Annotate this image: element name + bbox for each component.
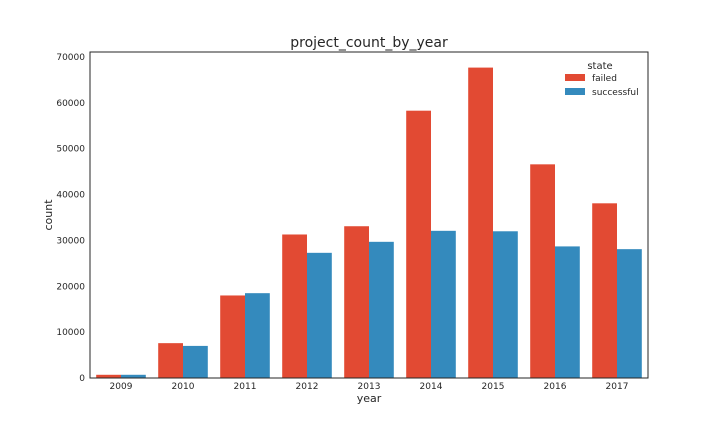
y-tick-label: 30000	[56, 236, 85, 246]
plot-frame	[89, 51, 649, 379]
y-axis-label: count	[42, 199, 55, 231]
bar-failed-2016	[530, 164, 555, 378]
x-axis-ticks: 2009 2010 2011 2012 2013 2014 2015 2016 2017	[110, 382, 629, 392]
bar-successful-2012	[307, 252, 332, 378]
bar-successful-2016	[555, 246, 580, 378]
y-tick-label: 50000	[56, 145, 85, 155]
legend-label-successful: successful	[592, 88, 639, 98]
y-tick-label: 0	[79, 374, 85, 384]
legend-title: state	[587, 61, 612, 72]
bar-successful-2011	[245, 293, 270, 378]
chart-title: project_count_by_year	[290, 35, 448, 51]
y-tick-label: 40000	[56, 191, 85, 201]
legend: state failed successful	[565, 61, 639, 98]
bar-failed-2009	[96, 374, 121, 378]
bars	[96, 67, 642, 379]
y-tick-label: 10000	[56, 328, 85, 338]
y-tick-label: 20000	[56, 282, 85, 292]
y-tick-label: 60000	[56, 99, 85, 109]
x-tick-label: 2013	[358, 382, 381, 392]
legend-items: failed successful	[565, 74, 639, 98]
y-axis-ticks: 0 10000 20000 30000 40000 50000 60000 70000	[56, 53, 85, 384]
bar-successful-2015	[493, 231, 518, 378]
bar-successful-2017	[617, 249, 642, 378]
bar-failed-2010	[158, 343, 183, 378]
legend-swatch-failed	[565, 74, 585, 81]
x-tick-label: 2015	[482, 382, 505, 392]
bar-successful-2009	[121, 374, 146, 378]
bar-failed-2015	[468, 67, 493, 379]
bar-failed-2011	[220, 295, 245, 378]
x-tick-label: 2011	[234, 382, 257, 392]
bar-successful-2014	[431, 230, 456, 378]
x-tick-label: 2012	[296, 382, 319, 392]
x-axis-label: year	[357, 392, 382, 405]
bar-failed-2013	[344, 226, 369, 378]
x-tick-label: 2010	[172, 382, 195, 392]
legend-label-failed: failed	[592, 74, 617, 84]
x-tick-label: 2009	[110, 382, 133, 392]
x-tick-label: 2017	[606, 382, 629, 392]
x-tick-label: 2016	[544, 382, 567, 392]
bar-failed-2012	[282, 234, 307, 378]
y-tick-label: 70000	[56, 53, 85, 63]
bar-failed-2017	[592, 203, 617, 378]
legend-swatch-successful	[565, 88, 585, 95]
x-tick-label: 2014	[420, 382, 443, 392]
bar-successful-2010	[183, 345, 208, 378]
bar-successful-2013	[369, 241, 394, 378]
bar-failed-2014	[406, 110, 431, 378]
